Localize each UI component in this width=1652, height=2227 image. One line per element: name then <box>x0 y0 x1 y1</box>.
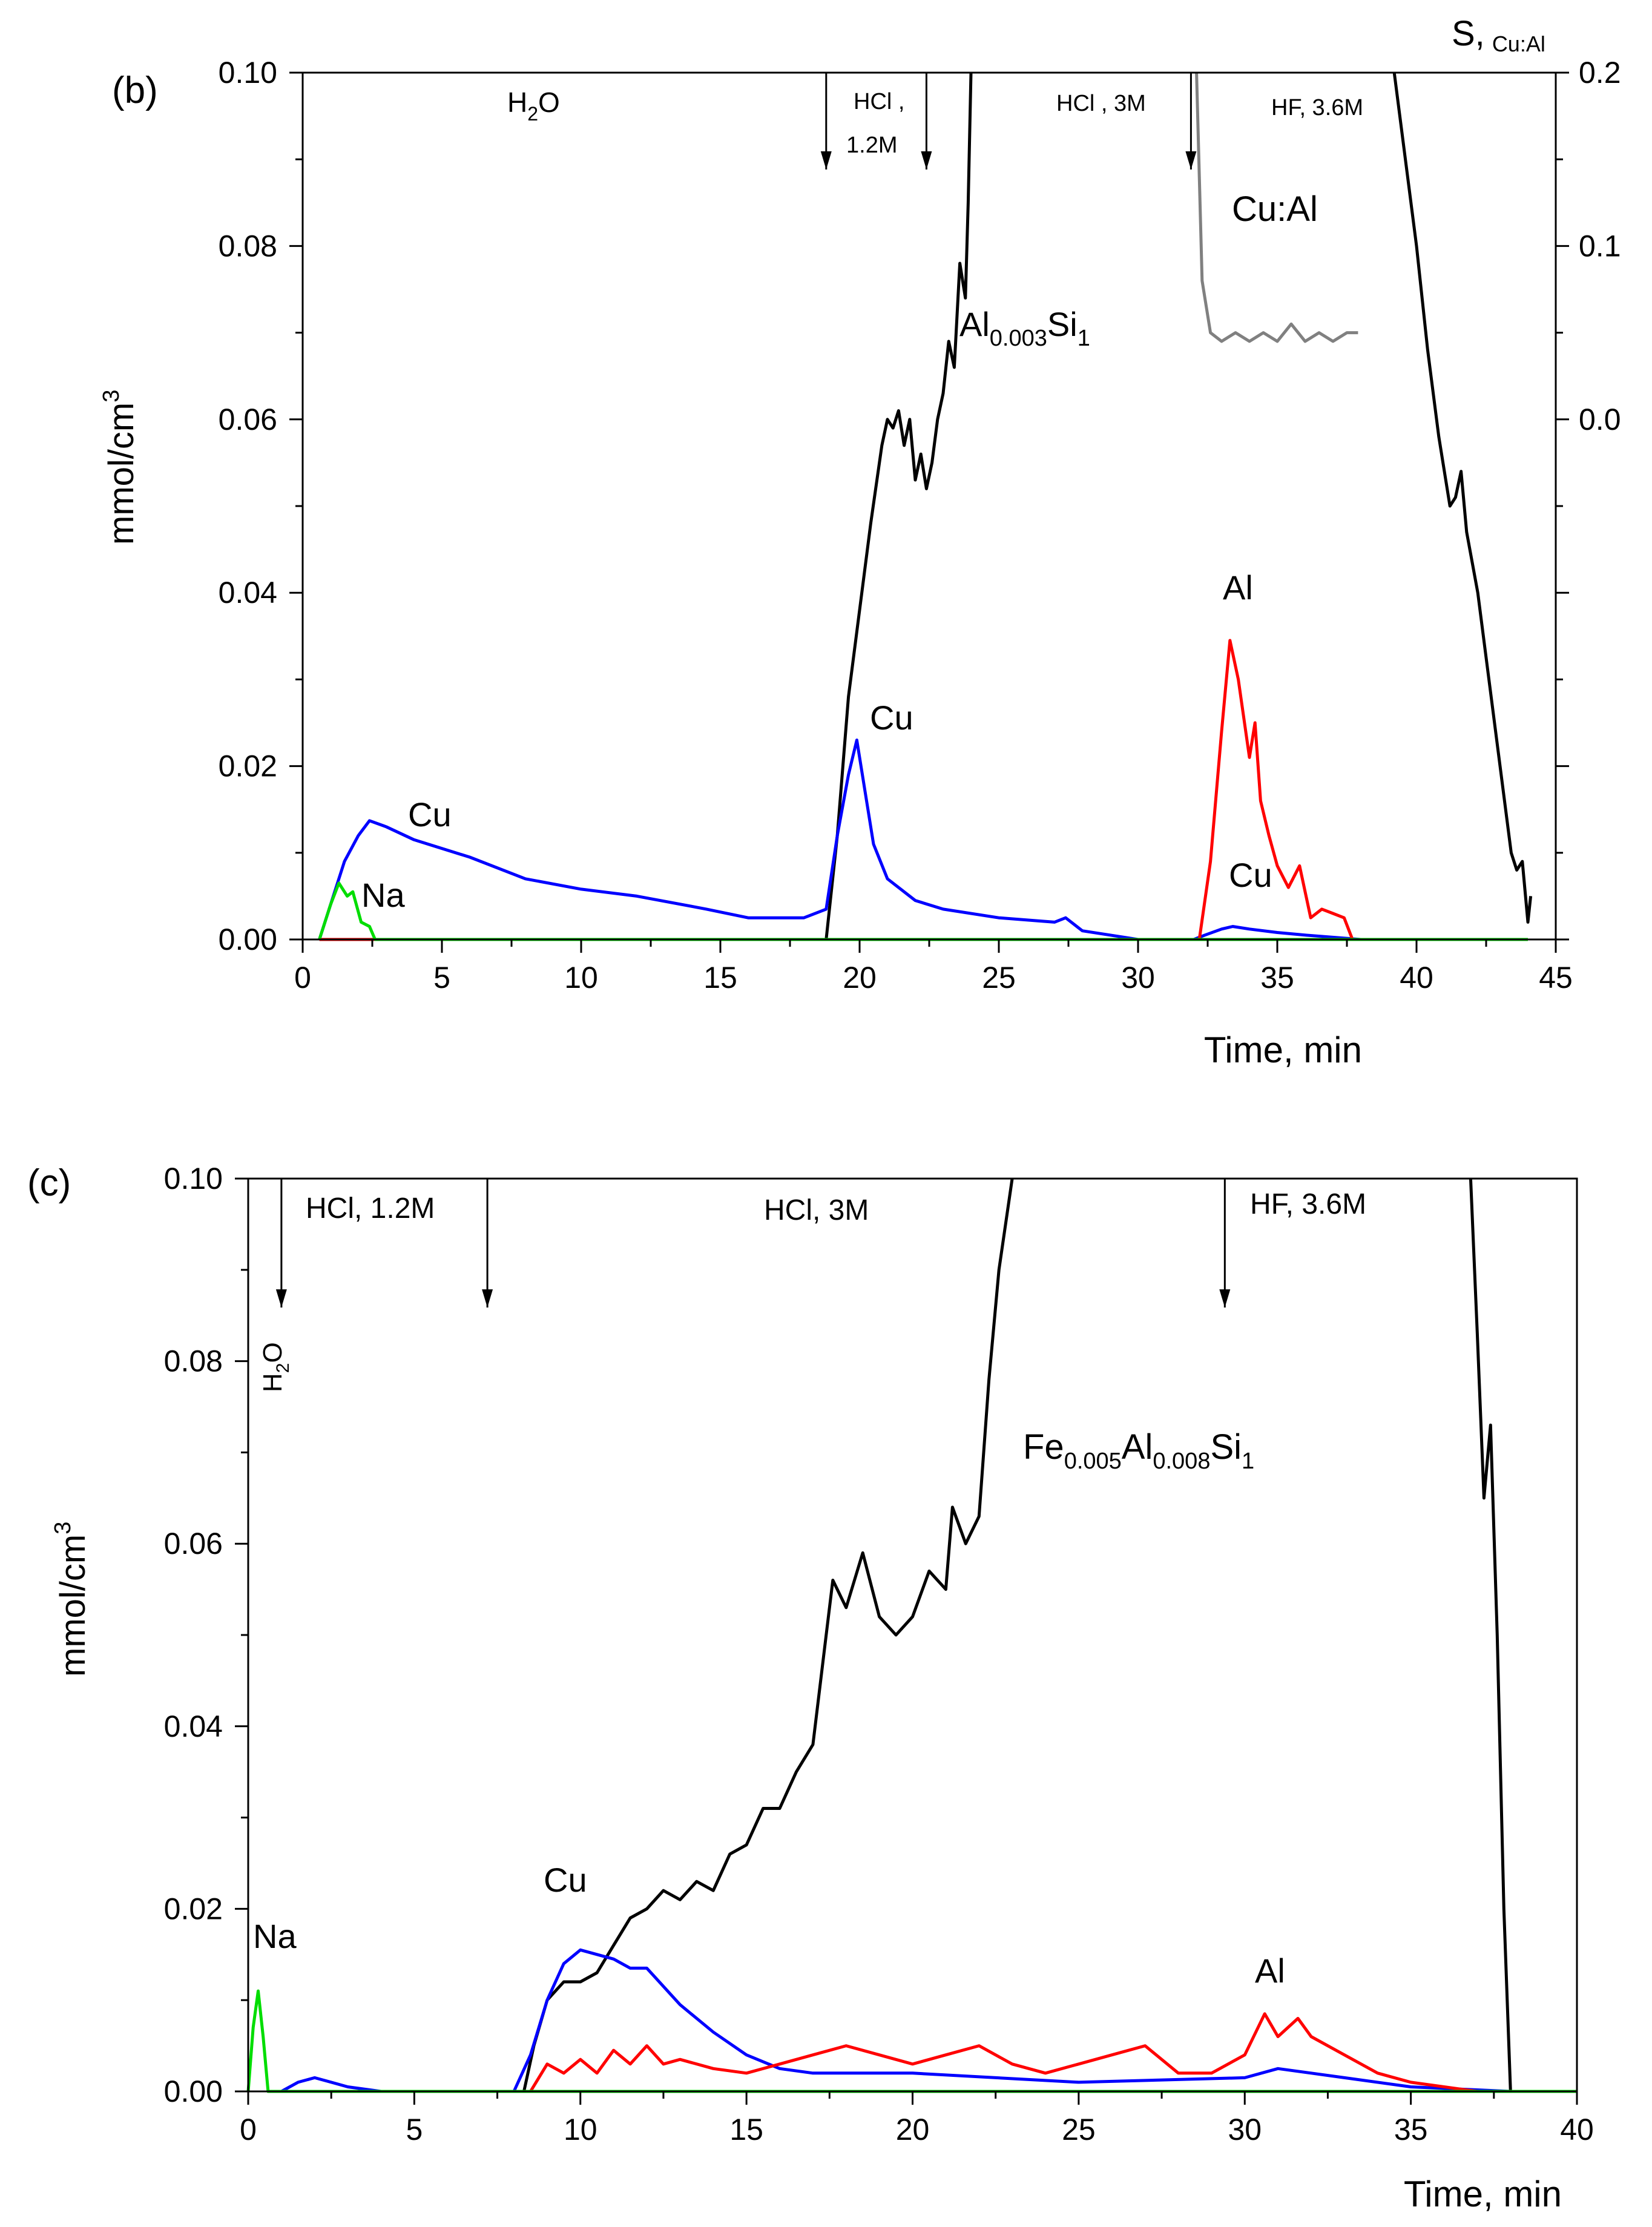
reagent-arrowhead <box>482 1289 493 1308</box>
y-tick-label: 0.04 <box>219 576 277 610</box>
y-tick-label: 0.08 <box>219 229 277 263</box>
y2-axis-title: S, Cu:Al <box>1452 14 1545 56</box>
y2-tick-label: 0.2 <box>1579 56 1621 90</box>
series-line-2 <box>280 1948 1511 2093</box>
x-tick-label: 15 <box>729 2113 763 2146</box>
panel-b: (b) 0 5 10 15 20 25 30 35 40 45 0.000.020.040.060… <box>99 14 1621 1070</box>
panel-label: (b) <box>112 70 158 111</box>
x-axis: 0 5 10 15 20 25 30 35 40 45 <box>294 939 1573 995</box>
x-tick-label: 0 <box>294 961 311 995</box>
series-line-2 <box>318 738 1528 941</box>
series-line-0 <box>824 72 973 940</box>
y-tick-label: 0.10 <box>164 1162 223 1196</box>
reagent-arrowhead <box>1219 1289 1231 1308</box>
reagent-arrowhead <box>275 1289 287 1308</box>
annotation-hcl-1.2m-line1: HCl , <box>854 89 904 114</box>
reagent-arrows <box>275 1179 1231 1308</box>
label-cu-al-ratio: Cu:Al <box>1232 189 1318 229</box>
label-al: Al <box>1255 1952 1285 1990</box>
reagent-arrowhead <box>921 151 932 169</box>
x-tick-label: 25 <box>982 961 1016 995</box>
y2-axis: 0.0 0.1 0.2 <box>1556 56 1621 941</box>
reagent-arrowhead <box>820 151 832 169</box>
series-line-5 <box>1195 72 1358 343</box>
x-tick-label: 45 <box>1539 961 1573 995</box>
y-tick-label: 0.06 <box>164 1527 223 1561</box>
y-tick-label: 0.00 <box>164 2074 223 2108</box>
y2-tick-label: 0.1 <box>1579 229 1621 263</box>
label-fe-al-si: Fe0.005Al0.008Si1 <box>1023 1427 1254 1474</box>
x-tick-label: 35 <box>1260 961 1294 995</box>
panel-label: (c) <box>27 1162 71 1204</box>
y-axis-title: mmol/cm3 <box>99 390 141 545</box>
x-tick-label: 0 <box>240 2113 257 2146</box>
x-tick-label: 30 <box>1228 2113 1262 2146</box>
plot-frame <box>247 1177 1578 2093</box>
label-cu-right: Cu <box>1229 856 1272 894</box>
series-line-4 <box>318 881 1528 941</box>
series-line-3 <box>529 2012 1478 2093</box>
label-na: Na <box>361 876 405 914</box>
y-tick-label: 0.10 <box>219 56 277 90</box>
y-tick-label: 0.08 <box>164 1344 223 1378</box>
x-tick-label: 10 <box>564 2113 597 2146</box>
label-al: Al <box>1223 568 1253 607</box>
annotation-h2o: H2O <box>258 1342 293 1392</box>
reagent-arrowhead <box>1185 151 1197 169</box>
series-line-1 <box>1392 72 1533 924</box>
y-axis-title: mmol/cm3 <box>50 1522 93 1677</box>
x-tick-label: 25 <box>1062 2113 1096 2146</box>
series-line-0 <box>522 1178 1014 2092</box>
y-tick-label: 0.04 <box>164 1709 223 1743</box>
plot-area <box>318 72 1533 941</box>
x-tick-label: 5 <box>433 961 450 995</box>
x-tick-label: 20 <box>843 961 877 995</box>
label-cu-left: Cu <box>408 795 452 834</box>
plot-area <box>246 1178 1577 2093</box>
y-axis: 0.00 0.02 0.04 0.06 0.08 0.10 <box>164 1162 248 2108</box>
reagent-arrows <box>820 73 1197 169</box>
annotation-hcl-1.2m: HCl, 1.2M <box>306 1192 435 1225</box>
x-tick-label: 35 <box>1394 2113 1428 2146</box>
annotation-hcl-3m: HCl, 3M <box>764 1194 869 1226</box>
y2-tick-label: 0.0 <box>1579 403 1621 436</box>
panel-c: (c) 0 5 10 15 20 25 30 35 40 0.000.020.040.060.0… <box>27 1162 1594 2214</box>
x-axis-title: Time, min <box>1404 2174 1562 2214</box>
y-tick-label: 0.02 <box>164 1892 223 1926</box>
x-tick-label: 20 <box>896 2113 930 2146</box>
y-tick-label: 0.06 <box>219 403 277 436</box>
y-tick-label: 0.00 <box>219 923 277 956</box>
annotation-hf: HF, 3.6M <box>1250 1188 1366 1220</box>
label-na: Na <box>253 1917 297 1955</box>
y-axis: 0.00 0.02 0.04 0.06 0.08 0.10 <box>219 56 303 956</box>
x-axis: 0 5 10 15 20 25 30 35 40 <box>240 2091 1594 2146</box>
series-line-4 <box>246 1989 1577 2093</box>
x-tick-label: 10 <box>564 961 598 995</box>
annotation-hf: HF, 3.6M <box>1271 95 1363 120</box>
x-tick-label: 15 <box>703 961 737 995</box>
label-al-si: Al0.003Si1 <box>959 305 1090 351</box>
label-cu-mid: Cu <box>870 699 913 737</box>
annotation-hcl-1.2m-line2: 1.2M <box>846 133 897 158</box>
y-tick-label: 0.02 <box>219 749 277 783</box>
x-tick-label: 40 <box>1400 961 1433 995</box>
annotation-h2o: H2O <box>507 87 560 125</box>
x-axis-title: Time, min <box>1204 1030 1362 1070</box>
series-line-1 <box>1469 1178 1512 2092</box>
label-cu: Cu <box>544 1861 587 1899</box>
annotation-hcl-3m: HCl , 3M <box>1056 91 1146 116</box>
plot-frame <box>301 71 1557 941</box>
x-tick-label: 5 <box>406 2113 423 2146</box>
x-tick-label: 30 <box>1121 961 1155 995</box>
x-tick-label: 40 <box>1560 2113 1594 2146</box>
series-line-3 <box>319 639 1354 941</box>
